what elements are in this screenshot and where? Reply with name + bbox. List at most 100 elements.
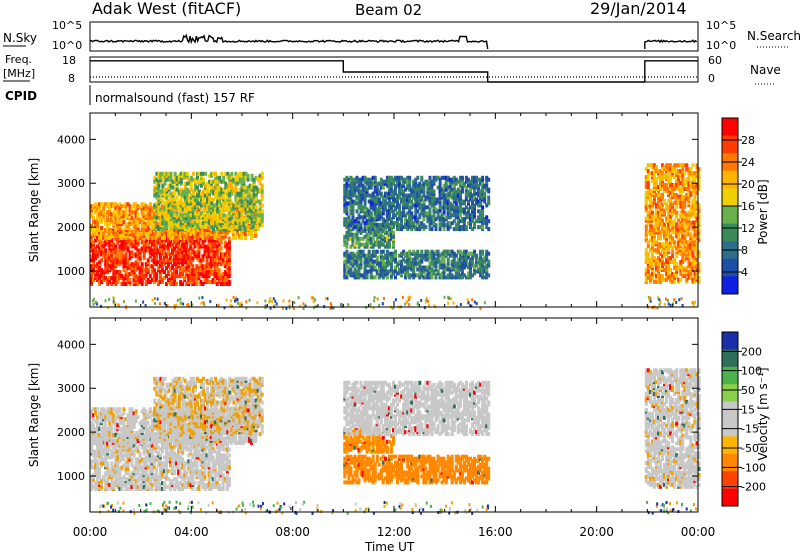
echo-cell xyxy=(94,202,98,207)
echo-cell xyxy=(357,263,361,268)
echo-cell xyxy=(146,278,150,282)
echo-cell xyxy=(220,219,224,224)
echo-cell xyxy=(394,205,397,210)
echo-cell xyxy=(402,257,406,262)
echo-cell xyxy=(199,195,203,200)
echo-cell xyxy=(177,236,181,241)
noise-right-tick-top: 10^5 xyxy=(706,19,736,32)
echo-cell xyxy=(464,275,468,280)
echo-cell xyxy=(204,203,207,208)
echo-cell xyxy=(169,201,173,206)
echo-cell xyxy=(148,280,152,284)
echo-cell xyxy=(254,220,258,225)
echo-cell xyxy=(185,282,189,286)
echo-cell xyxy=(454,275,458,280)
echo-cell xyxy=(173,268,177,273)
echo-cell xyxy=(379,249,383,254)
echo-cell xyxy=(365,193,369,198)
echo-cell xyxy=(418,213,422,218)
echo-cell xyxy=(487,195,491,200)
echo-cell xyxy=(223,278,227,282)
echo-cell xyxy=(189,213,193,218)
echo-cell xyxy=(256,175,260,180)
echo-cell xyxy=(446,261,450,266)
echo-cell xyxy=(424,253,428,258)
echo-cell xyxy=(654,273,658,278)
echo-cell xyxy=(479,255,483,260)
echo-cell xyxy=(473,249,476,254)
echo-cell xyxy=(106,282,110,286)
echo-cell xyxy=(108,242,112,247)
echo-cell xyxy=(438,185,442,190)
echo-cell xyxy=(165,234,168,239)
echo-cell xyxy=(402,197,406,202)
echo-cell xyxy=(458,225,462,230)
echo-cell xyxy=(467,251,470,256)
echo-cell xyxy=(428,175,432,180)
echo-cell xyxy=(204,193,207,198)
echo-cell xyxy=(114,235,118,240)
echo-cell xyxy=(185,217,189,222)
echo-cell xyxy=(438,259,442,264)
echo-cell xyxy=(240,195,244,200)
echo-cell xyxy=(189,260,193,265)
echo-cell xyxy=(675,169,679,174)
echo-cell xyxy=(207,270,211,275)
echo-cell xyxy=(146,228,150,233)
echo-cell xyxy=(217,231,221,236)
echo-cell xyxy=(357,189,361,194)
echo-cell xyxy=(220,195,224,200)
echo-cell xyxy=(90,238,93,243)
echo-cell xyxy=(416,175,420,180)
echo-cell xyxy=(212,171,216,176)
echo-cell xyxy=(357,203,361,208)
echo-cell xyxy=(371,205,375,210)
echo-cell xyxy=(94,224,98,228)
echo-cell xyxy=(154,248,158,253)
echo-cell xyxy=(94,231,98,236)
echo-cell xyxy=(199,211,203,216)
echo-cell xyxy=(371,275,375,280)
echo-cell xyxy=(104,256,108,261)
echo-cell xyxy=(365,253,369,258)
echo-cell xyxy=(398,179,402,184)
echo-cell xyxy=(248,183,252,188)
echo-cell xyxy=(110,282,114,286)
echo-cell xyxy=(646,240,650,245)
echo-cell xyxy=(347,189,351,194)
echo-cell xyxy=(258,173,262,178)
echo-cell xyxy=(258,187,262,192)
echo-cell xyxy=(175,254,179,259)
echo-cell xyxy=(238,211,242,216)
echo-cell xyxy=(207,280,211,284)
echo-cell xyxy=(394,197,397,202)
echo-cell xyxy=(167,209,171,214)
echo-cell xyxy=(179,221,183,226)
echo-cell xyxy=(234,213,238,218)
echo-cell xyxy=(216,213,220,218)
echo-cell xyxy=(173,246,177,251)
echo-cell xyxy=(381,249,385,254)
echo-cell xyxy=(450,187,454,192)
echo-cell xyxy=(216,199,220,204)
echo-cell xyxy=(165,217,169,222)
echo-cell xyxy=(471,219,474,224)
echo-cell xyxy=(238,187,242,192)
echo-cell xyxy=(467,265,470,270)
echo-cell xyxy=(223,270,227,275)
echo-cell xyxy=(144,222,148,227)
echo-cell xyxy=(400,223,404,228)
echo-cell xyxy=(392,221,395,226)
echo-cell xyxy=(661,202,664,207)
echo-cell xyxy=(165,221,169,226)
echo-cell xyxy=(477,203,481,208)
echo-cell xyxy=(159,215,163,220)
echo-cell xyxy=(385,244,389,249)
echo-cell xyxy=(254,205,258,210)
echo-cell xyxy=(646,177,650,182)
echo-cell xyxy=(438,201,442,206)
echo-cell xyxy=(220,191,224,196)
echo-cell xyxy=(473,189,476,194)
echo-cell xyxy=(122,264,126,269)
echo-cell xyxy=(412,269,416,274)
